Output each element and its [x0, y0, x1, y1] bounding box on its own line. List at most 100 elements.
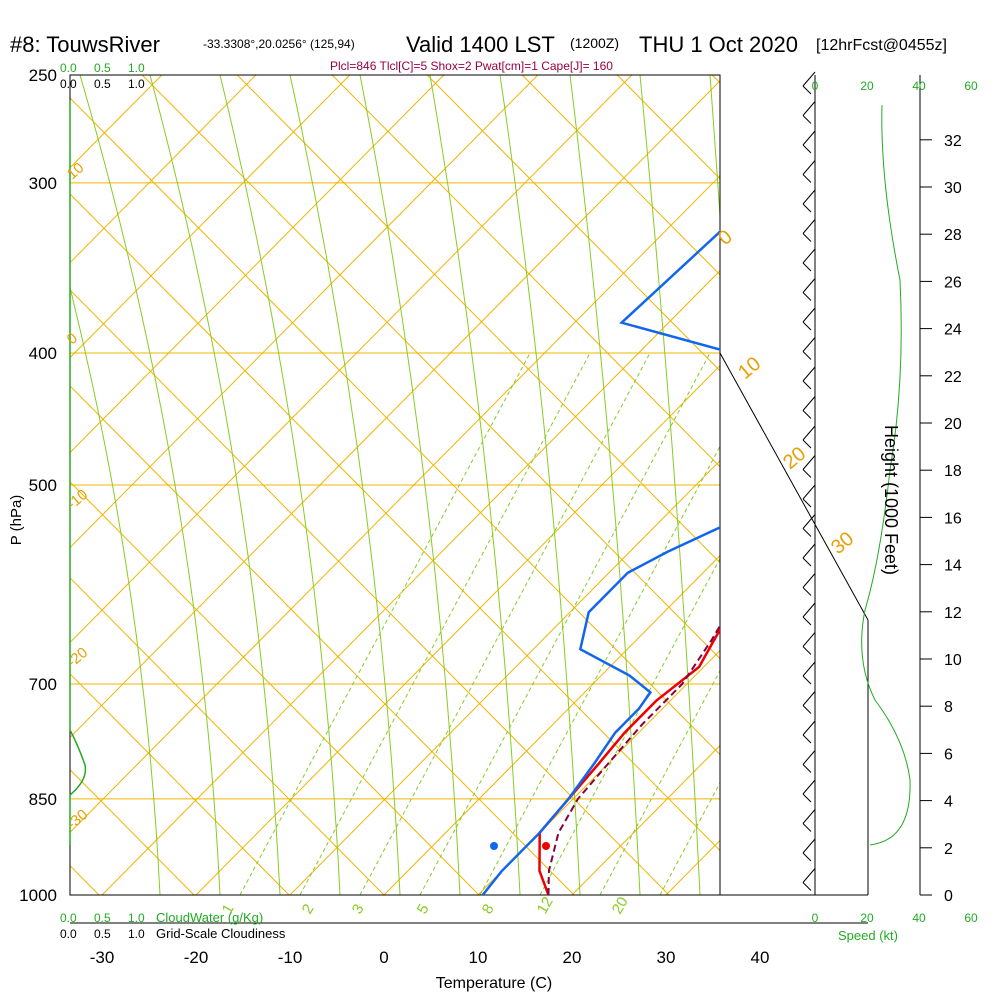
cloud-tick-top: 0.5: [94, 77, 111, 91]
wind-barb: [802, 233, 812, 242]
speed-tick-top: 40: [912, 79, 926, 93]
adiabat-line: [70, 193, 720, 852]
height-axis-title: Height (1000 Feet): [881, 425, 901, 575]
plot-frame: [69, 74, 921, 924]
wind-barb: [802, 734, 812, 744]
wind-barb: [802, 115, 812, 124]
speed-tick-top: 60: [964, 79, 978, 93]
moist-adiabat: [359, 75, 461, 895]
temp-tick-label: -10: [278, 948, 303, 967]
adiabat-line: [70, 481, 480, 895]
height-tick-label: 16: [944, 510, 962, 527]
wind-barb: [802, 85, 812, 95]
wind-barb: [802, 439, 812, 449]
wind-barb: [802, 337, 816, 352]
wind-barb: [802, 396, 816, 411]
isotherm-label: 20: [779, 443, 810, 474]
cloud-tick-bottom: 0.5: [94, 911, 111, 925]
height-tick-label: 30: [944, 180, 962, 197]
temp-tick-label: -20: [184, 948, 209, 967]
wind-barb: [802, 321, 812, 331]
height-tick-label: 20: [944, 416, 962, 433]
mixing-ratio-line: [599, 669, 720, 895]
adiabat-line: [0, 75, 4, 895]
wind-barb: [802, 809, 816, 824]
mixing-ratio-line: [299, 352, 591, 895]
temp-tick-label: 0: [379, 948, 388, 967]
mixing-ratio-line: [479, 445, 720, 895]
height-connector: [719, 352, 869, 621]
adiabat-line: [70, 289, 670, 895]
moist-adiabat: [429, 75, 521, 895]
wind-barb: [802, 852, 812, 862]
wind-barb: [802, 661, 816, 677]
adiabat-line: [331, 75, 720, 468]
station-coords: -33.3308°,20.0256° (125,94): [203, 37, 355, 51]
pressure-tick-label: 300: [29, 174, 57, 193]
wind-barb: [802, 469, 812, 478]
isotherm-label: -30: [64, 806, 92, 833]
wind-barb: [802, 484, 816, 500]
adiabat-line: [807, 75, 1000, 895]
valid-time: Valid 1400 LST: [406, 32, 555, 57]
wind-barb: [802, 262, 812, 272]
cloudwater-line: [69, 100, 87, 845]
wind-barb: [802, 587, 812, 596]
height-tick-label: 4: [944, 794, 953, 811]
x-axis-title: Temperature (C): [436, 975, 552, 992]
wind-barb: [802, 174, 812, 183]
adiabat-line: [426, 75, 720, 372]
mixing-ratio-label: 3: [349, 901, 368, 917]
wind-barb: [802, 616, 812, 626]
wind-barb: [802, 528, 812, 537]
wind-barb: [802, 632, 816, 647]
height-tick-label: 2: [944, 841, 953, 858]
cloudiness-title: Grid-Scale Cloudiness: [156, 926, 286, 941]
mixing-ratio-line: [539, 557, 720, 895]
moist-adiabat: [709, 75, 720, 223]
y-axis-title: P (hPa): [8, 495, 25, 546]
cloud-tick-top: 1.0: [128, 61, 145, 75]
isotherm-line: [383, 554, 720, 895]
wind-barb: [802, 868, 816, 883]
wind-barb: [802, 189, 816, 205]
adiabat-line: [70, 385, 575, 895]
temp-tick-label: 30: [657, 948, 676, 967]
forecast-label: [12hrFcst@0455z]: [816, 37, 947, 54]
wind-barb: [802, 691, 816, 706]
adiabat-line: [70, 97, 720, 756]
wind-barb: [802, 160, 816, 175]
wind-barb: [802, 71, 816, 87]
isotherm-label: -20: [64, 644, 92, 671]
cloud-tick-top: 1.0: [128, 77, 145, 91]
series-layer: [481, 230, 720, 895]
cloud-tick-bottom: 0.0: [60, 911, 77, 925]
mixing-ratio-label: 5: [414, 901, 433, 917]
isotherm-line: [854, 75, 1000, 895]
mixing-ratio-label: 8: [479, 901, 498, 917]
pressure-tick-label: 500: [29, 476, 57, 495]
surface-dewpoint-marker: [490, 842, 498, 850]
wind-barb: [802, 750, 816, 765]
pressure-tick-label: 250: [29, 66, 57, 85]
wind-barb: [802, 602, 816, 618]
moist-adiabat: [289, 75, 401, 895]
adiabat-line: [141, 75, 720, 660]
grid-layer: [0, 75, 1000, 895]
isotherm-label: 0: [714, 226, 737, 250]
height-tick-label: 32: [944, 133, 962, 150]
adiabat-line: [711, 75, 720, 84]
speed-tick-top: 0: [812, 79, 819, 93]
isotherm-label: 10: [64, 159, 88, 183]
isotherm-label: 10: [734, 353, 765, 384]
speed-tick-bottom: 20: [860, 911, 874, 925]
parcel-line: [547, 623, 720, 895]
isotherm-line: [571, 744, 720, 895]
cloud-tick-top: 0.0: [60, 61, 77, 75]
wind-barb: [802, 675, 812, 685]
pressure-tick-label: 400: [29, 344, 57, 363]
params-line: Plcl=846 Tlcl[C]=5 Shox=2 Pwat[cm]=1 Cap…: [330, 59, 613, 73]
temp-tick-label: 40: [751, 948, 770, 967]
temp-tick-label: 20: [563, 948, 582, 967]
